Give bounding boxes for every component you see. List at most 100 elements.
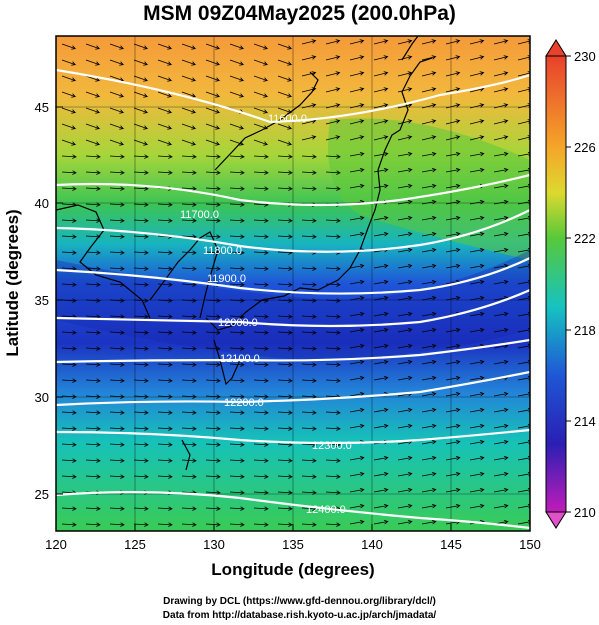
wind-arrow bbox=[229, 91, 245, 98]
wind-arrow bbox=[349, 391, 365, 397]
wind-arrow bbox=[445, 231, 461, 237]
wind-arrow bbox=[493, 311, 509, 317]
wind-arrow bbox=[349, 151, 365, 157]
wind-arrow bbox=[253, 474, 269, 479]
wind-arrow bbox=[157, 59, 173, 66]
wind-arrow bbox=[397, 327, 413, 333]
wind-arrow bbox=[253, 282, 269, 287]
contour-label-12200: 12200.0 bbox=[224, 397, 264, 409]
height-contours bbox=[56, 68, 530, 530]
wind-arrow bbox=[229, 170, 245, 175]
wind-arrow bbox=[301, 298, 317, 303]
wind-arrow bbox=[181, 75, 197, 82]
wind-arrow bbox=[325, 170, 341, 175]
wind-arrow bbox=[397, 295, 413, 301]
wind-arrow bbox=[157, 202, 173, 207]
wind-arrow bbox=[349, 359, 365, 365]
wind-arrow bbox=[85, 107, 101, 114]
wind-arrow bbox=[397, 71, 413, 77]
wind-arrow bbox=[349, 119, 365, 125]
wind-arrow bbox=[157, 506, 173, 511]
wind-arrow bbox=[397, 135, 413, 141]
wind-arrow bbox=[133, 186, 149, 191]
wind-arrow bbox=[325, 87, 341, 93]
contour-label-12300: 12300.0 bbox=[312, 440, 352, 452]
wind-arrow bbox=[109, 107, 125, 114]
wind-arrow bbox=[469, 391, 485, 397]
wind-arrow bbox=[277, 154, 293, 159]
wind-arrow bbox=[301, 314, 317, 319]
wind-arrow bbox=[469, 439, 485, 445]
wind-arrow bbox=[229, 123, 245, 130]
wind-arrow bbox=[133, 218, 149, 223]
wind-arrow bbox=[181, 378, 197, 383]
warm-region bbox=[328, 118, 530, 260]
wind-arrow bbox=[229, 378, 245, 383]
wind-arrow bbox=[205, 186, 221, 191]
wind-arrow bbox=[493, 55, 509, 61]
wind-arrow bbox=[133, 426, 149, 431]
wind-arrow bbox=[493, 327, 509, 333]
wind-arrow bbox=[301, 266, 317, 271]
wind-arrow bbox=[277, 75, 293, 82]
wind-arrow bbox=[109, 91, 125, 98]
wind-arrow bbox=[253, 59, 269, 66]
wind-arrow bbox=[277, 490, 293, 495]
wind-arrow bbox=[229, 330, 245, 335]
wind-arrow bbox=[133, 43, 149, 50]
wind-arrow bbox=[397, 183, 413, 189]
wind-arrow bbox=[61, 186, 77, 191]
x-tick-label: 130 bbox=[203, 537, 225, 552]
wind-arrow bbox=[253, 522, 269, 527]
x-tick-label: 150 bbox=[519, 537, 541, 552]
wind-vectors bbox=[61, 39, 530, 527]
wind-arrow bbox=[109, 202, 125, 207]
wind-arrow bbox=[157, 442, 173, 447]
wind-arrow bbox=[157, 298, 173, 303]
wind-arrow bbox=[157, 91, 173, 98]
wind-arrow bbox=[61, 330, 77, 335]
wind-arrow bbox=[469, 247, 485, 253]
wind-arrow bbox=[325, 186, 341, 191]
wind-arrow bbox=[349, 471, 365, 477]
wind-arrow bbox=[85, 139, 101, 146]
wind-arrow bbox=[61, 202, 77, 207]
wind-arrow bbox=[445, 151, 461, 157]
wind-arrow bbox=[229, 394, 245, 399]
wind-arrow bbox=[373, 263, 389, 269]
wind-arrow bbox=[229, 234, 245, 239]
wind-arrow bbox=[205, 170, 221, 175]
wind-arrow bbox=[229, 490, 245, 495]
wind-arrow bbox=[445, 103, 461, 109]
wind-arrow bbox=[229, 346, 245, 351]
wind-arrow bbox=[109, 426, 125, 431]
wind-arrow bbox=[181, 426, 197, 431]
wind-arrow bbox=[373, 135, 389, 141]
wind-arrow bbox=[277, 186, 293, 191]
wind-arrow bbox=[469, 103, 485, 109]
wind-arrow bbox=[133, 314, 149, 319]
wind-arrow bbox=[397, 55, 413, 61]
wind-arrow bbox=[301, 362, 317, 367]
wind-arrow bbox=[133, 298, 149, 303]
wind-arrow bbox=[469, 423, 485, 429]
wind-arrow bbox=[493, 455, 509, 461]
wind-arrow bbox=[397, 471, 413, 477]
wind-arrow bbox=[109, 410, 125, 415]
wind-arrow bbox=[181, 394, 197, 399]
wind-arrow bbox=[493, 487, 509, 493]
wind-arrow bbox=[349, 455, 365, 461]
wind-arrow bbox=[133, 330, 149, 335]
wind-arrow bbox=[445, 391, 461, 397]
wind-arrow bbox=[397, 423, 413, 429]
wind-arrow bbox=[445, 71, 461, 77]
wind-arrow bbox=[205, 266, 221, 271]
x-tick-label: 120 bbox=[45, 537, 67, 552]
wind-arrow bbox=[445, 487, 461, 493]
wind-arrow bbox=[445, 39, 461, 45]
wind-arrow bbox=[373, 359, 389, 365]
wind-arrow bbox=[133, 346, 149, 351]
wind-arrow bbox=[253, 218, 269, 223]
wind-arrow bbox=[277, 378, 293, 383]
wind-arrow bbox=[325, 282, 341, 287]
